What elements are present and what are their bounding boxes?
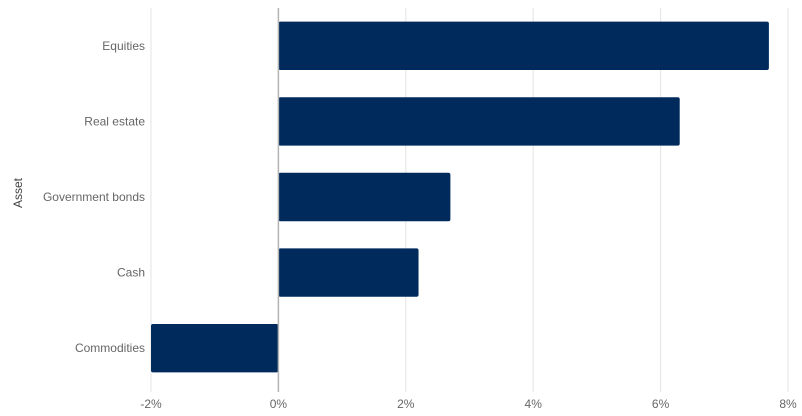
bar: [151, 324, 279, 373]
category-label: Real estate: [84, 114, 145, 128]
x-tick-labels: -2% 0% 2% 4% 6% 8%: [140, 397, 797, 411]
y-axis-title: Asset: [11, 177, 25, 208]
x-tick-label: 0%: [270, 397, 288, 411]
category-labels: Equities Real estate Government bonds Cash C…: [43, 39, 145, 355]
category-label: Government bonds: [43, 190, 145, 204]
x-tick-label: -2%: [140, 397, 162, 411]
bars: [151, 21, 769, 373]
bar: [278, 21, 769, 70]
bar: [278, 172, 451, 222]
x-tick-label: 6%: [652, 397, 670, 411]
x-tick-label: 8%: [779, 397, 797, 411]
category-label: Equities: [102, 39, 145, 53]
category-label: Cash: [117, 266, 145, 280]
x-tick-label: 2%: [397, 397, 415, 411]
bar: [278, 97, 680, 146]
category-label: Commodities: [75, 341, 145, 355]
bar: [278, 248, 419, 297]
x-tick-label: 4%: [525, 397, 543, 411]
